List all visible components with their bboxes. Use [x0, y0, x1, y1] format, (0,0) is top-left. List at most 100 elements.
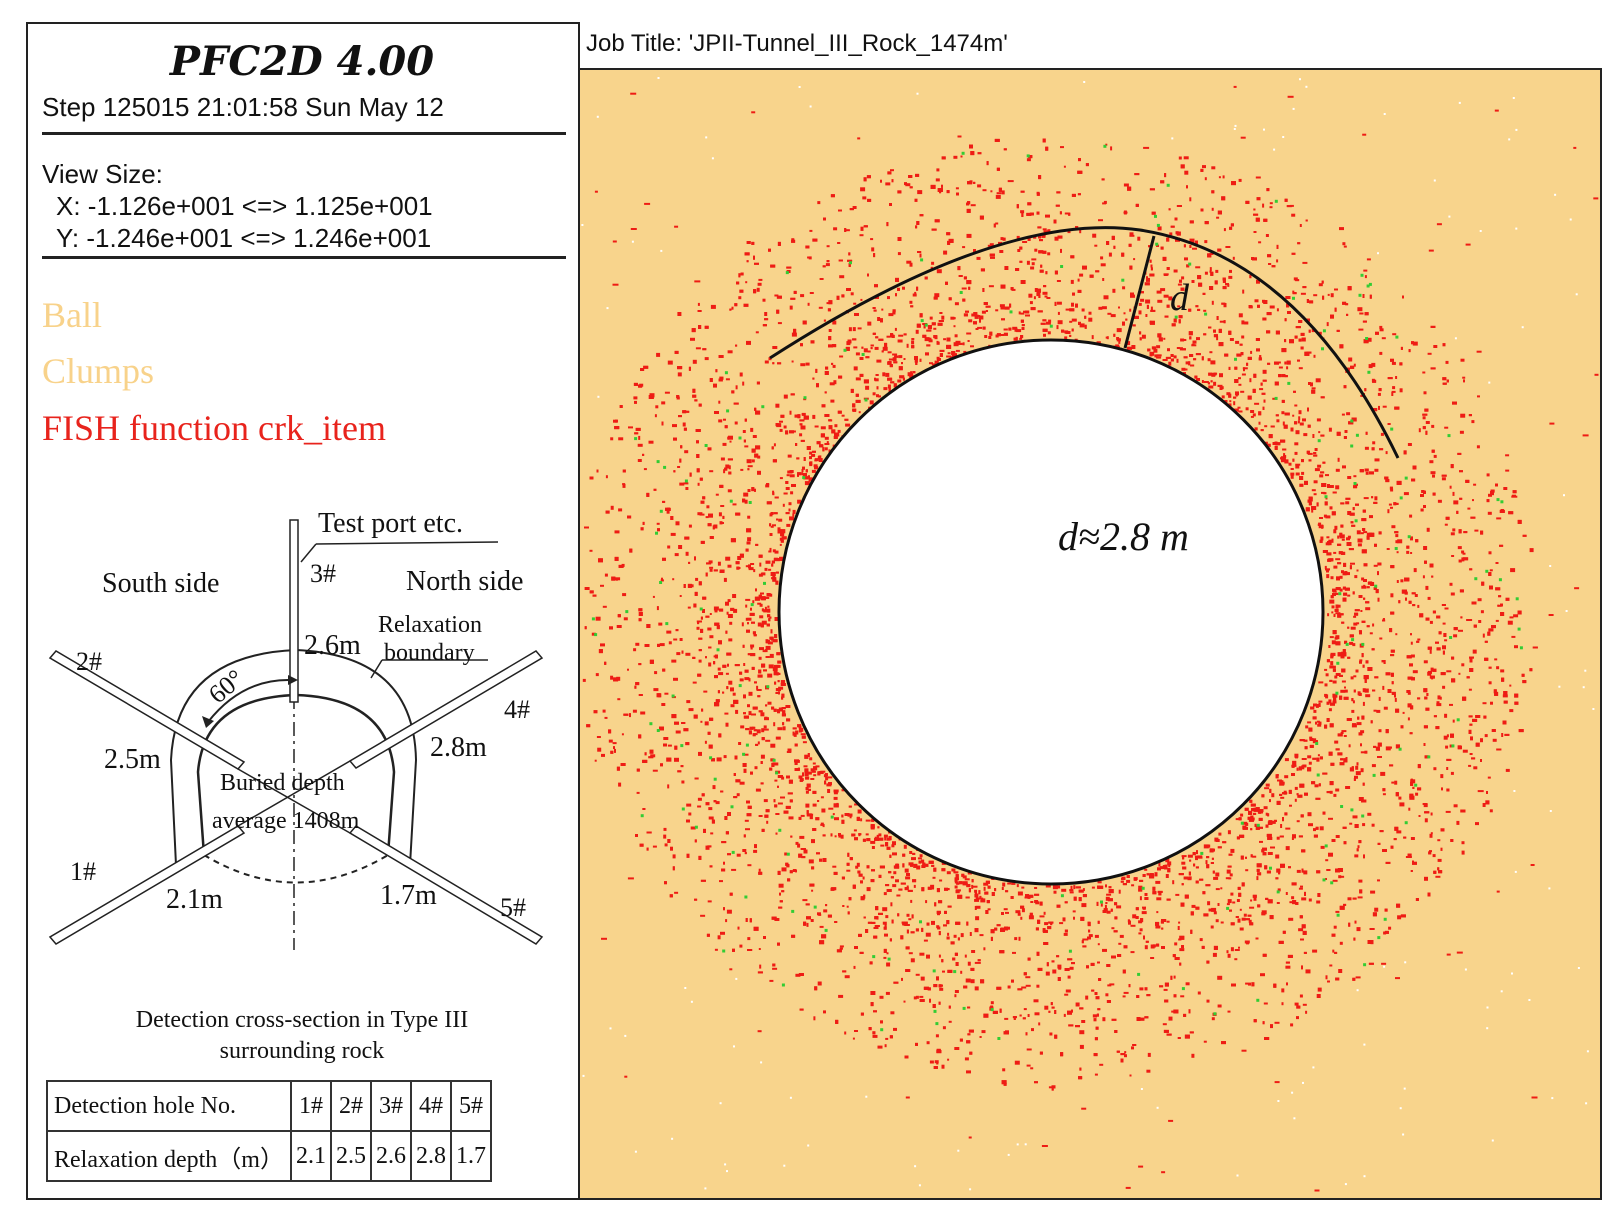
crack-particle	[860, 226, 864, 231]
crack-particle	[953, 934, 957, 938]
crack-particle	[953, 155, 958, 159]
crack-particle	[743, 694, 746, 699]
crack-particle	[1357, 896, 1363, 899]
crack-particle	[852, 1037, 855, 1040]
crack-particle	[973, 312, 978, 316]
crack-particle	[917, 190, 923, 195]
crack-particle	[1327, 484, 1330, 488]
crack-particle	[1257, 304, 1260, 308]
crack-particle	[999, 250, 1004, 253]
crack-particle	[683, 482, 689, 485]
crack-particle	[676, 652, 681, 656]
crack-particle	[734, 755, 738, 760]
crack-particle	[1496, 748, 1502, 751]
crack-particle	[1139, 928, 1143, 932]
crack-particle	[685, 551, 689, 556]
crack-particle	[671, 714, 677, 719]
crack-particle	[1214, 837, 1219, 842]
crack-particle	[1488, 628, 1494, 632]
crack-particle	[1099, 1063, 1104, 1066]
crack-particle	[1101, 178, 1105, 181]
crack-particle	[960, 155, 963, 158]
crack-particle	[1433, 345, 1438, 348]
crack-particle	[1102, 1017, 1106, 1022]
crack-particle	[717, 561, 721, 566]
crack-particle	[1241, 320, 1245, 325]
crack-particle	[758, 573, 763, 577]
crack-particle	[910, 305, 914, 308]
crack-particle	[584, 587, 590, 590]
crack-particle	[774, 779, 778, 782]
crack-particle	[800, 294, 805, 298]
crack-particle	[1003, 328, 1008, 331]
crack-particle	[1144, 868, 1148, 871]
crack-particle	[1269, 788, 1272, 793]
crack-particle	[808, 477, 813, 482]
crack-particle	[1001, 912, 1004, 915]
crack-particle	[1218, 342, 1224, 347]
crack-particle	[1371, 764, 1376, 768]
crack-particle	[1274, 445, 1278, 450]
crack-particle	[805, 790, 809, 794]
crack-particle	[685, 652, 691, 656]
crack-particle	[664, 843, 668, 847]
crack-particle	[811, 889, 814, 892]
crack-particle	[1450, 771, 1454, 775]
crack-particle	[1503, 487, 1508, 490]
crack-particle	[610, 437, 614, 441]
crack-particle	[1094, 1037, 1098, 1041]
crack-particle	[1410, 552, 1413, 554]
crack-particle	[1342, 597, 1347, 602]
crack-particle	[1270, 820, 1276, 824]
crack-particle	[1150, 957, 1155, 959]
crack-particle	[1107, 312, 1112, 315]
crack-particle	[812, 790, 817, 794]
crack-particle	[1230, 892, 1234, 896]
crack-particle	[768, 664, 774, 669]
crack-particle	[1354, 854, 1359, 858]
crack-particle	[995, 334, 999, 338]
crack-particle	[1399, 388, 1403, 393]
crack-particle	[1269, 206, 1273, 209]
crack-particle	[1258, 817, 1263, 821]
crack-particle	[1406, 550, 1410, 554]
crack-particle	[1294, 1002, 1299, 1006]
crack-particle	[1236, 899, 1240, 902]
crack-particle	[873, 935, 878, 939]
crack-particle	[1372, 912, 1377, 917]
crack-particle	[908, 918, 912, 921]
crack-particle	[1480, 759, 1482, 762]
crack-particle	[977, 184, 982, 188]
crack-particle	[912, 293, 917, 297]
crack-particle	[654, 414, 657, 418]
crack-particle	[772, 549, 776, 553]
crack-particle	[893, 1027, 897, 1031]
crack-particle	[688, 524, 692, 528]
crack-particle	[1485, 800, 1490, 805]
crack-particle	[1331, 611, 1334, 614]
crack-particle	[832, 865, 837, 868]
crack-particle	[824, 443, 830, 445]
crack-particle	[1366, 337, 1372, 342]
crack-particle	[747, 937, 751, 941]
crack-particle	[1155, 921, 1159, 926]
crack-particle	[610, 505, 614, 510]
crack-particle	[894, 865, 900, 869]
crack-particle	[1209, 253, 1214, 255]
crack-particle	[1420, 494, 1424, 497]
crack-particle	[1407, 443, 1412, 446]
crack-particle	[1477, 598, 1482, 602]
crack-particle	[934, 1060, 939, 1064]
crack-particle	[1203, 1040, 1207, 1043]
crack-particle	[1379, 325, 1383, 329]
crack-particle	[953, 342, 959, 347]
crack-particle	[1391, 525, 1396, 529]
crack-particle	[865, 833, 869, 836]
crack-particle	[1027, 1014, 1030, 1017]
crack-particle	[1153, 348, 1158, 353]
crack-particle	[1318, 681, 1324, 684]
crack-particle	[1384, 930, 1389, 934]
crack-particle	[1307, 452, 1313, 455]
crack-particle	[821, 808, 826, 813]
crack-particle	[1331, 640, 1336, 645]
